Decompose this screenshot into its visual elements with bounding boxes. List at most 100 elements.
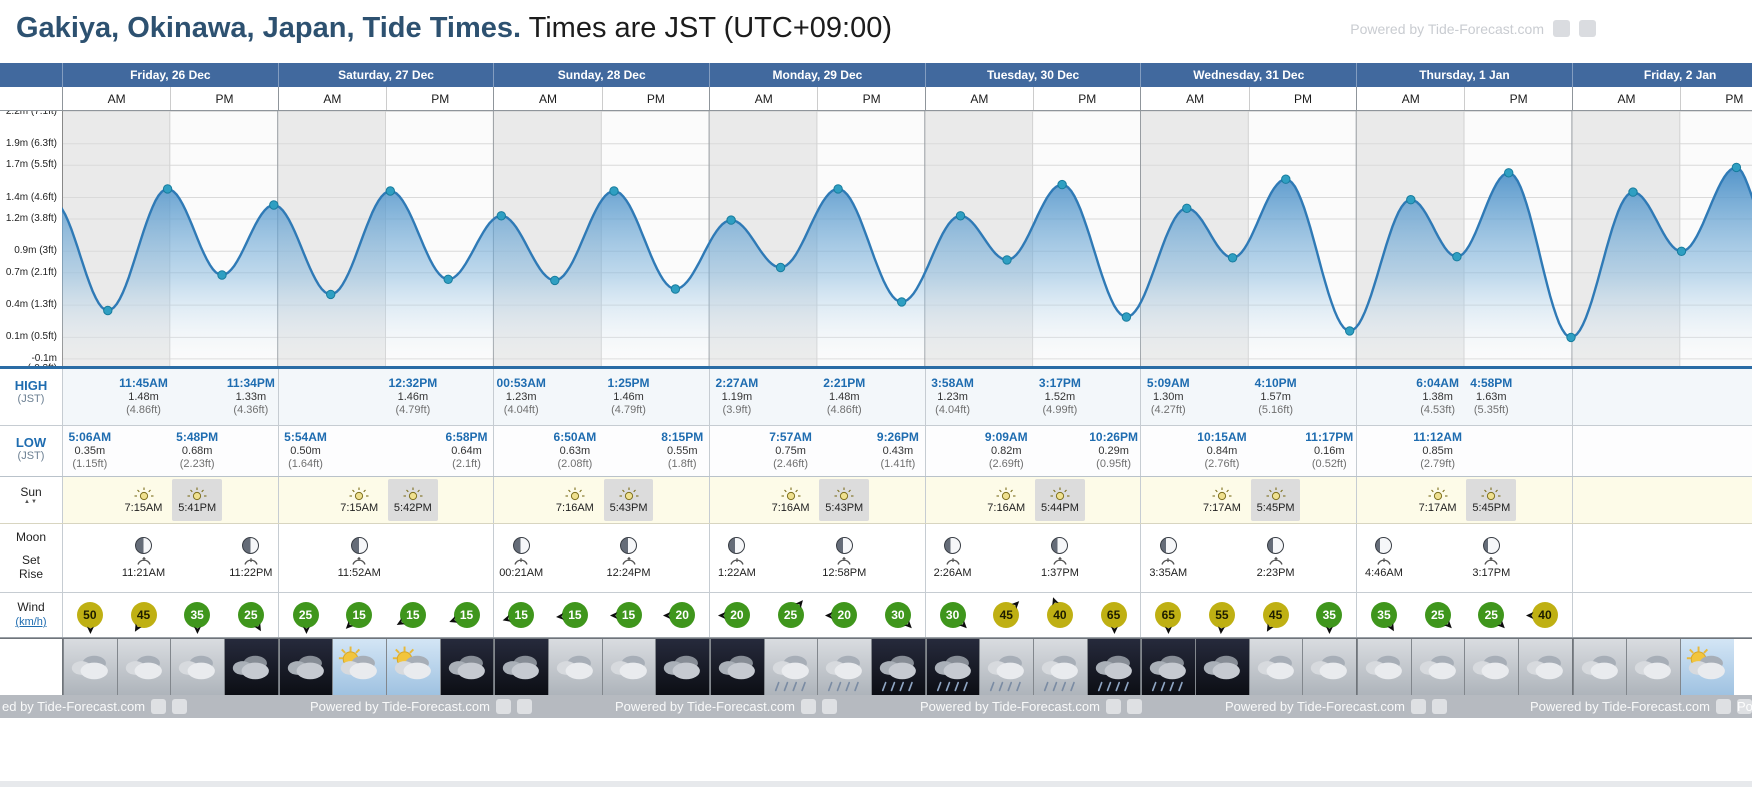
weather-cloud-night	[494, 639, 549, 695]
wind-direction-arrow: ➤	[1047, 594, 1063, 608]
wind-speed-badge: 25	[237, 602, 264, 628]
weather-sun-cloud	[332, 639, 387, 695]
moon-rise-time: 12:58PM	[822, 567, 867, 579]
tide-height-m: 1.46m	[397, 390, 429, 403]
wind-day-cell	[1571, 593, 1752, 637]
wind-direction-arrow: ➤	[446, 612, 459, 628]
low-day-cell: 9:09AM 0.82m (2.69ft) 10:26PM 0.29m (0.95ft)	[924, 426, 1141, 476]
sunrise-icon	[781, 487, 801, 501]
weather-icon	[934, 655, 971, 692]
moonrise-icon	[621, 556, 637, 565]
wind-direction-arrow: ➤	[500, 611, 513, 626]
tide-height-m: 0.29m	[1098, 444, 1129, 457]
wind-cell: 15 ➤	[440, 593, 494, 637]
low-tide-time: 11:12AM	[1413, 430, 1462, 445]
weather-icon	[448, 655, 485, 680]
wind-direction-arrow: ➤	[1260, 620, 1276, 635]
tide-height-m: 0.55m	[666, 444, 698, 457]
tide-height-m: 0.85m	[1422, 444, 1453, 457]
low-tide-entry: 6:50AM 0.63m (2.08ft)	[548, 430, 602, 471]
moon-rise-time: 11:52AM	[337, 567, 381, 579]
weather-icon	[1473, 655, 1510, 680]
moon-set-time: 3:35AM	[1149, 567, 1188, 579]
low-tide-time: 7:57AM	[769, 430, 812, 445]
tide-extreme-dot	[1345, 326, 1355, 336]
sunset-icon	[834, 487, 854, 501]
watermark-icon	[151, 699, 167, 714]
top-watermark-link[interactable]: Powered by Tide-Forecast.com	[1350, 20, 1596, 37]
day-header-gutter	[0, 63, 62, 87]
wind-badge: 35 ➤	[1366, 597, 1402, 635]
sunrise-time: 7:16AM	[987, 501, 1026, 514]
sunrise: 7:16AM	[979, 477, 1033, 523]
low-tide-entry: 11:12AM 0.85m (2.79ft)	[1411, 430, 1465, 471]
wind-speed-badge: 15	[399, 602, 426, 628]
high-tide-entry: 11:34PM 1.33m (4.36ft)	[224, 376, 278, 417]
wind-badge: 40 ➤	[1042, 594, 1078, 633]
wind-cell: 35 ➤	[170, 593, 224, 637]
y-axis-label: 1.9m (6.3ft)	[0, 138, 57, 149]
low-day-cell: 7:57AM 0.75m (2.46ft) 9:26PM 0.43m (1.41ft)	[709, 426, 925, 476]
moon-phase-icon	[1267, 537, 1285, 554]
tide-height-ft: (4.36ft)	[233, 404, 269, 417]
wind-cell: 40 ➤	[1518, 593, 1572, 637]
high-tide-time: 3:58AM	[931, 376, 974, 391]
high-tide-entry: 5:09AM 1.30m (4.27ft)	[1141, 376, 1195, 417]
sun-day-cell: 7:16AM 5:43PM	[493, 477, 709, 523]
low-day-cell: 6:50AM 0.63m (2.08ft) 8:15PM 0.55m (1.8ft)	[493, 426, 709, 476]
low-tide-time: 5:48PM	[176, 430, 219, 445]
moon-phase-icon	[620, 537, 638, 554]
wind-cell: 25 ➤	[224, 593, 278, 637]
wind-badge: 15 ➤	[500, 597, 539, 633]
tide-height-ft: (2.23ft)	[179, 458, 215, 471]
wind-speed-badge: 20	[669, 602, 696, 628]
high-tide-entry: 11:45AM 1.48m (4.86ft)	[117, 376, 171, 417]
weather-cloud	[1410, 639, 1465, 695]
weather-day-cell	[709, 639, 925, 695]
weather-sun-cloud	[1680, 639, 1734, 695]
weather-cloud-night	[278, 639, 333, 695]
low-tide-entry: 5:54AM 0.50m (1.64ft)	[279, 430, 333, 471]
wind-speed-badge: 35	[1316, 602, 1343, 628]
y-axis-label: 2.2m (7.1ft)	[0, 111, 57, 117]
moon-phase-icon	[512, 537, 530, 554]
wind-day-cell: 35 ➤ 25 ➤ 25 ➤ 40 ➤	[1356, 593, 1572, 637]
weather-icon	[503, 655, 540, 680]
wind-units-link[interactable]: (km/h)	[15, 616, 47, 628]
weather-icon	[1257, 655, 1294, 680]
tide-extreme-dot	[1121, 312, 1132, 322]
wind-direction-arrow: ➤	[128, 620, 144, 635]
sunset: 5:45PM	[1250, 479, 1301, 521]
wind-speed-badge: 20	[723, 602, 750, 628]
tide-area	[62, 167, 1752, 366]
high-tide-entry: 12:32PM 1.46m (4.79ft)	[386, 376, 440, 417]
low-day-cell: 5:06AM 0.35m (1.15ft) 5:48PM 0.68m (2.23ft)	[62, 426, 278, 476]
high-tide-time: 4:58PM	[1470, 376, 1513, 391]
weather-cloud	[63, 639, 117, 695]
moon-day-cell: 1:22AM 12:58PM	[709, 524, 925, 592]
weather-icon	[1419, 655, 1456, 680]
wind-speed-badge: 15	[615, 602, 642, 628]
sunset: 5:43PM	[603, 479, 654, 521]
wind-day-cell: 15 ➤ 15 ➤ 15 ➤ 20 ➤	[493, 593, 709, 637]
moon-phase-icon	[1375, 537, 1393, 554]
moon-rise-entry: 12:58PM	[817, 537, 871, 579]
tide-extreme-dot	[955, 211, 966, 221]
day-header-5: Wednesday, 31 Dec	[1140, 63, 1357, 87]
watermark-icon	[1126, 699, 1142, 714]
watermark-icon	[800, 699, 816, 714]
sunrise: 7:17AM	[1195, 477, 1249, 523]
moon-row: Moon Set Rise 11:21AM 11:22PM 11:52AM 00:21…	[0, 524, 1752, 593]
low-tide-time: 10:26PM	[1089, 430, 1138, 445]
high-tide-entry: 4:10PM 1.57m (5.16ft)	[1249, 376, 1303, 417]
weather-icon	[718, 655, 755, 680]
weather-cloud	[170, 639, 225, 695]
weather-cloud	[1626, 639, 1681, 695]
sunset-time: 5:43PM	[609, 501, 648, 514]
tide-height-m: 0.16m	[1314, 444, 1345, 457]
tide-height-ft: (4.99ft)	[1042, 404, 1078, 417]
tide-height-ft: (2.46ft)	[773, 458, 808, 471]
moon-set-entry: 4:46AM	[1357, 537, 1411, 579]
wind-speed-badge: 45	[130, 602, 157, 628]
ampm-pm-label: PM	[817, 87, 924, 110]
